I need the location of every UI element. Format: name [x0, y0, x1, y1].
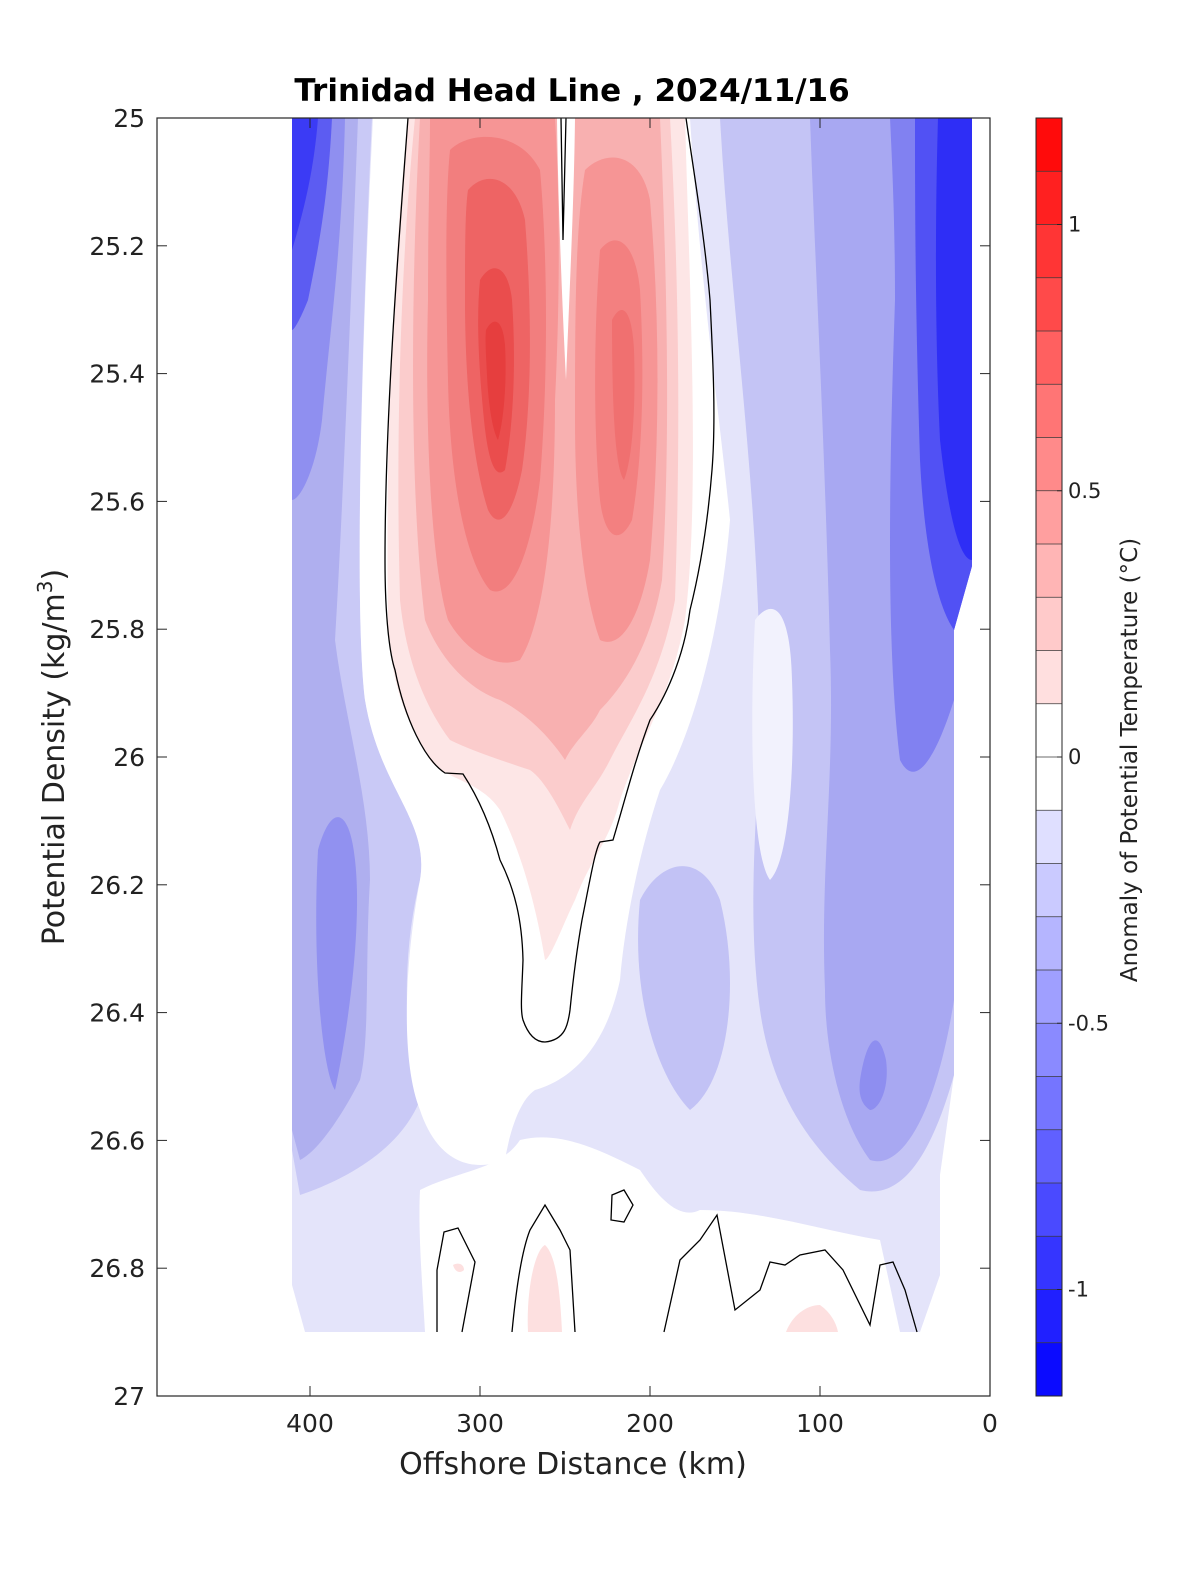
zero-contour-deep-4: [663, 1213, 918, 1333]
x-tick-label: 100: [796, 1409, 844, 1438]
colorbar-band: [1036, 597, 1062, 651]
deep-warm-patch-1: [527, 1245, 562, 1332]
zero-contour-central-spike: [560, 118, 567, 241]
zero-contour-deep-1: [436, 1227, 476, 1333]
y-tick-label: 27: [113, 1382, 145, 1411]
anomaly-region-minus-1.0: [292, 118, 318, 250]
chart-title: Trinidad Head Line , 2024/11/16: [294, 73, 849, 109]
colorbar-band: [1036, 277, 1062, 331]
x-tick-label: 0: [982, 1409, 998, 1438]
colorbar-band: [1036, 863, 1062, 917]
colorbar-tick-label: 1: [1068, 213, 1081, 237]
anomaly-region-plus-0.6-b: [612, 310, 635, 480]
x-tick-label: 300: [456, 1409, 504, 1438]
colorbar-band: [1036, 331, 1062, 385]
y-tick-label: 25.4: [89, 360, 145, 389]
nearshore-deep-minus-0.6: [859, 1040, 887, 1110]
colorbar: [1036, 118, 1062, 1396]
colorbar-band: [1036, 224, 1062, 278]
midshelf-region-minus-0.3: [638, 866, 730, 1110]
x-tick-label: 200: [626, 1409, 674, 1438]
colorbar-band: [1036, 1236, 1062, 1290]
colorbar-band: [1036, 1023, 1062, 1077]
anomaly-region-plus-0.8: [485, 321, 506, 440]
anomaly-region-minus-0.7-deep: [316, 817, 358, 1090]
nearshore-region-minus-1.0: [935, 118, 972, 560]
colorbar-band: [1036, 544, 1062, 598]
colorbar-band: [1036, 650, 1062, 704]
colorbar-tick-label: -1: [1068, 1278, 1089, 1302]
y-tick-label: 26.8: [89, 1254, 145, 1283]
y-tick-label: 25: [113, 104, 145, 133]
y-axis-label-close: ): [37, 569, 72, 581]
y-tick-label: 26.2: [89, 871, 145, 900]
colorbar-ticks: 1 0.5 0 -0.5 -1: [1057, 213, 1109, 1302]
zero-contour-lines: [384, 118, 918, 1333]
y-tick-label: 26.6: [89, 1126, 145, 1155]
x-axis: 400 300 200 100 0: [286, 118, 998, 1438]
zero-contour-main: [384, 118, 715, 1043]
colorbar-tick-label: -0.5: [1068, 1011, 1109, 1035]
colorbar-band: [1036, 437, 1062, 491]
y-axis-label: Potential Density (kg/m3): [33, 569, 72, 945]
zero-contour-deep-2: [511, 1203, 576, 1333]
colorbar-band: [1036, 757, 1062, 811]
colorbar-band: [1036, 916, 1062, 970]
deep-warm-patch-3: [453, 1263, 464, 1273]
colorbar-band: [1036, 384, 1062, 438]
colorbar-band: [1036, 1129, 1062, 1183]
temperature-anomaly-field: [292, 118, 972, 1332]
x-tick-label: 400: [286, 1409, 334, 1438]
colorbar-band: [1036, 1076, 1062, 1130]
colorbar-band: [1036, 171, 1062, 225]
colorbar-tick-label: 0.5: [1068, 479, 1101, 503]
colorbar-band: [1036, 1342, 1062, 1396]
y-tick-label: 25.6: [89, 487, 145, 516]
deep-warm-patch-2: [786, 1305, 838, 1332]
y-tick-label: 26.4: [89, 999, 145, 1028]
y-tick-label: 25.2: [89, 232, 145, 261]
colorbar-band: [1036, 970, 1062, 1024]
colorbar-band: [1036, 1183, 1062, 1237]
midshelf-near-zero-spot: [752, 608, 793, 880]
y-axis-label-text: Potential Density (kg/m: [37, 593, 72, 945]
colorbar-band: [1036, 1289, 1062, 1343]
y-tick-label: 26: [113, 743, 145, 772]
zero-contour-deep-3: [610, 1189, 634, 1223]
colorbar-tick-label: 0: [1068, 745, 1081, 769]
colorbar-band: [1036, 490, 1062, 544]
colorbar-band: [1036, 703, 1062, 757]
y-tick-label: 25.8: [89, 615, 145, 644]
colorbar-label: Anomaly of Potential Temperature (°C): [1117, 538, 1143, 982]
x-axis-label: Offshore Distance (km): [399, 1447, 747, 1482]
y-axis: 25 25.2 25.4 25.6 25.8 26 26.2 26.4 26.6 26.8 27: [89, 104, 990, 1411]
colorbar-band: [1036, 118, 1062, 172]
y-axis-label-superscript: 3: [33, 580, 57, 593]
colorbar-band: [1036, 810, 1062, 864]
